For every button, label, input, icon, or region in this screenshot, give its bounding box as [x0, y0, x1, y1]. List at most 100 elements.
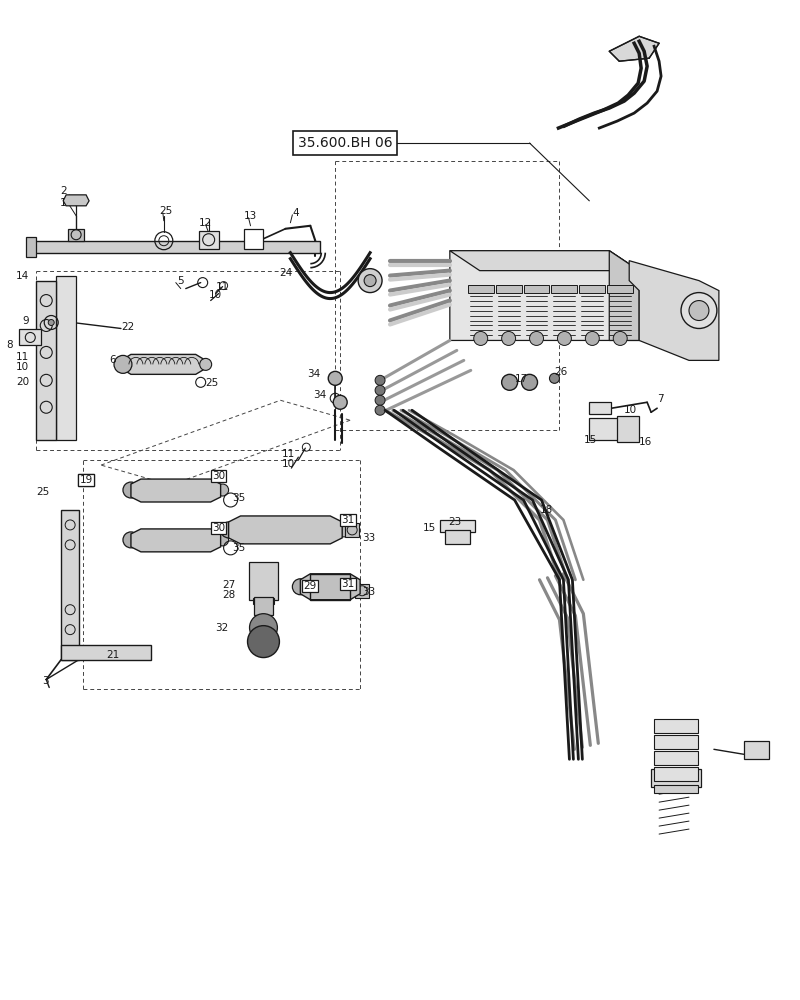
- Text: 10: 10: [624, 405, 637, 415]
- Text: 2: 2: [60, 186, 66, 196]
- Polygon shape: [56, 276, 76, 440]
- Circle shape: [375, 385, 385, 395]
- Text: 31: 31: [342, 515, 355, 525]
- Polygon shape: [131, 529, 221, 552]
- Bar: [345, 523, 359, 537]
- Circle shape: [550, 373, 559, 383]
- Circle shape: [502, 374, 518, 390]
- Bar: [607, 285, 633, 293]
- Text: 8: 8: [6, 340, 14, 350]
- Polygon shape: [450, 251, 639, 271]
- Circle shape: [247, 626, 279, 658]
- Bar: [198, 231, 218, 249]
- Text: 23: 23: [449, 517, 462, 527]
- Circle shape: [338, 523, 351, 537]
- Bar: [254, 597, 274, 615]
- Polygon shape: [63, 195, 89, 206]
- Bar: [651, 769, 701, 787]
- Text: 32: 32: [215, 623, 229, 633]
- Text: 6: 6: [110, 355, 116, 365]
- Text: 28: 28: [222, 590, 235, 600]
- Text: 17: 17: [514, 374, 528, 384]
- Circle shape: [334, 395, 347, 409]
- Text: 11: 11: [282, 449, 295, 459]
- Text: 35.600.BH 06: 35.600.BH 06: [298, 136, 393, 150]
- Text: 16: 16: [639, 437, 653, 447]
- Text: 31: 31: [342, 579, 355, 589]
- Bar: [26, 237, 36, 257]
- Circle shape: [522, 374, 538, 390]
- Bar: [590, 418, 619, 440]
- Bar: [19, 329, 42, 345]
- Circle shape: [358, 269, 382, 293]
- Circle shape: [364, 275, 376, 287]
- Text: 10: 10: [209, 290, 222, 300]
- Text: 4: 4: [292, 208, 298, 218]
- Text: 33: 33: [362, 533, 375, 543]
- Circle shape: [474, 331, 488, 345]
- Text: 11: 11: [216, 282, 230, 292]
- Text: 15: 15: [584, 435, 598, 445]
- Circle shape: [689, 301, 709, 320]
- Bar: [468, 285, 494, 293]
- Bar: [579, 285, 606, 293]
- Circle shape: [502, 331, 515, 345]
- Text: 19: 19: [79, 475, 93, 485]
- Text: 11: 11: [16, 352, 30, 362]
- Text: 33: 33: [362, 587, 375, 597]
- Text: 21: 21: [106, 650, 119, 660]
- Text: 30: 30: [212, 471, 225, 481]
- Bar: [523, 285, 550, 293]
- Bar: [654, 785, 698, 793]
- Text: 35: 35: [233, 493, 246, 503]
- Circle shape: [200, 358, 212, 370]
- Bar: [253, 598, 274, 604]
- Circle shape: [328, 371, 342, 385]
- Bar: [551, 285, 578, 293]
- Bar: [249, 562, 278, 600]
- Polygon shape: [229, 516, 342, 544]
- Text: 25: 25: [206, 378, 219, 388]
- Circle shape: [48, 320, 54, 325]
- Text: 26: 26: [554, 367, 568, 377]
- Circle shape: [614, 331, 627, 345]
- Circle shape: [217, 534, 229, 546]
- Text: 1: 1: [60, 198, 66, 208]
- Text: 14: 14: [16, 271, 30, 281]
- Circle shape: [681, 293, 717, 328]
- Bar: [243, 229, 263, 249]
- Circle shape: [292, 579, 308, 595]
- Circle shape: [123, 532, 139, 548]
- Bar: [654, 735, 698, 749]
- Text: 29: 29: [304, 581, 317, 591]
- Bar: [440, 520, 474, 532]
- Polygon shape: [61, 645, 151, 660]
- Text: 30: 30: [212, 523, 225, 533]
- Text: 34: 34: [313, 390, 326, 400]
- Bar: [654, 751, 698, 765]
- Polygon shape: [630, 261, 719, 360]
- Text: 25: 25: [36, 487, 50, 497]
- Circle shape: [123, 482, 139, 498]
- Circle shape: [375, 405, 385, 415]
- Text: 3: 3: [42, 676, 50, 686]
- Circle shape: [250, 614, 278, 642]
- Circle shape: [586, 331, 599, 345]
- Text: 7: 7: [657, 394, 664, 404]
- Circle shape: [375, 375, 385, 385]
- Polygon shape: [450, 251, 639, 340]
- Bar: [744, 741, 769, 759]
- Text: 22: 22: [121, 322, 134, 332]
- Bar: [68, 229, 84, 241]
- Circle shape: [217, 484, 229, 496]
- Bar: [310, 574, 350, 600]
- Bar: [590, 402, 611, 414]
- Text: 35: 35: [233, 543, 246, 553]
- Text: 10: 10: [16, 362, 30, 372]
- Bar: [654, 719, 698, 733]
- Text: 15: 15: [422, 523, 436, 533]
- Text: 24: 24: [278, 268, 292, 278]
- Circle shape: [530, 331, 543, 345]
- Circle shape: [221, 522, 237, 538]
- Text: 12: 12: [199, 218, 212, 228]
